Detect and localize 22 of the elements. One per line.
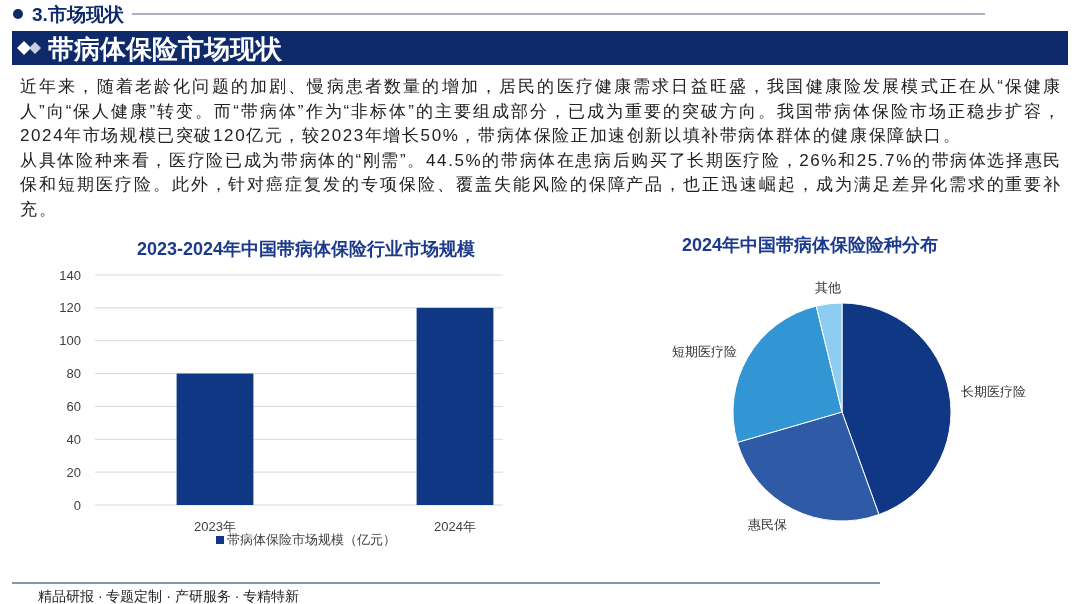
y-tick-label: 60 bbox=[66, 398, 81, 414]
chart-title: 2023-2024年中国带病体保险行业市场规模 bbox=[136, 239, 476, 259]
y-tick-label: 40 bbox=[66, 431, 81, 447]
text: 从具体险种来看，医疗险已成为带病体的“刚需”。44.5%的带病体在患病后购买了长期医疗险，26%和25.7%的带病体选择惠民保和短期医疗险。此外，针对癌症复发的专项保险、覆盖失能风险的保障产品，也正迅速崛起，成为满足差异化需求的重要补充。 bbox=[20, 149, 1062, 221]
text: 近年来，随着老龄化问题的加剧、慢病患者数量的增加，居民的医疗健康需求日益旺盛，我国健康险发展模式正在从“保健康人”向“保人健康”转变。而“带病体”作为“非标体”的主要组成部分，已成为重要的突破方向。我国带病体保险市场正稳步扩容，2024年市场规模已突破120亿元，较2023年增长50%，带病体保险正加速创新以填补带病体群体的健康保障缺口。 bbox=[20, 76, 1062, 147]
slice-label: 长期医疗险 bbox=[961, 383, 1027, 399]
y-tick-label: 80 bbox=[66, 366, 81, 382]
y-tick-label: 120 bbox=[59, 300, 81, 316]
text: 带病体保险市场现状 bbox=[48, 34, 283, 64]
x-tick-label: 2023年 bbox=[194, 518, 236, 534]
text: 精品研报 · 专题定制 · 产研服务 · 专精特新 bbox=[38, 588, 300, 604]
x-tick-label: 2024年 bbox=[434, 518, 476, 534]
legend-label: 带病体保险市场规模（亿元） bbox=[227, 533, 396, 547]
y-tick-label: 0 bbox=[73, 497, 81, 513]
slice-label: 其他 bbox=[814, 279, 841, 295]
text: 3.市场现状 bbox=[32, 3, 125, 25]
y-tick-label: 100 bbox=[59, 333, 81, 349]
y-tick-label: 140 bbox=[59, 267, 81, 283]
chart-title: 2024年中国带病体保险险种分布 bbox=[681, 235, 939, 255]
slice-label: 惠民保 bbox=[747, 517, 788, 533]
y-tick-label: 20 bbox=[66, 464, 81, 480]
slice-label: 短期医疗险 bbox=[672, 343, 738, 359]
